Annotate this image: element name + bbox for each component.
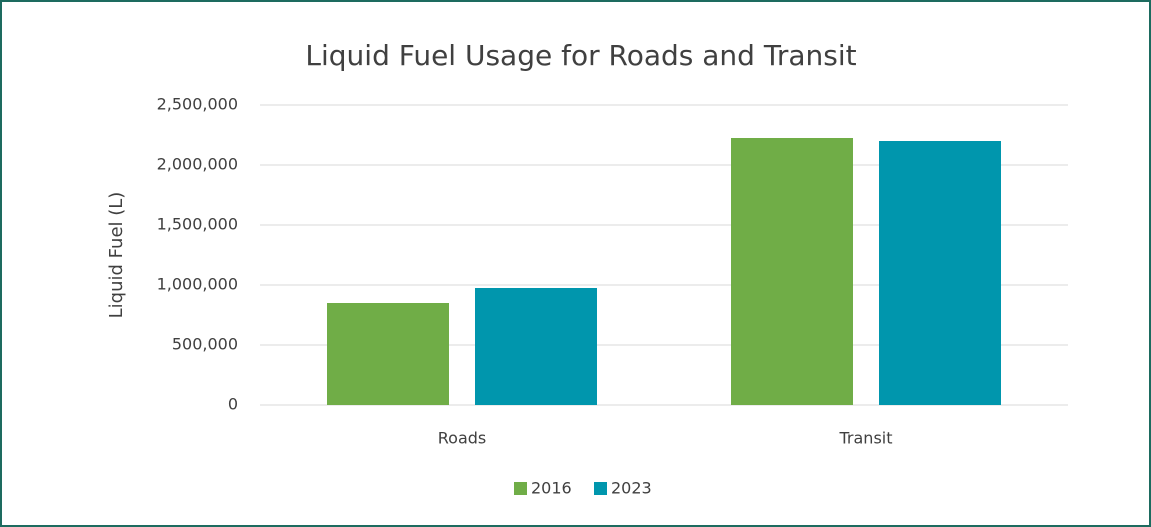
y-tick-label: 1,000,000 <box>157 275 238 294</box>
y-tick-label: 2,000,000 <box>157 155 238 174</box>
bar <box>327 303 449 405</box>
y-axis-label: Liquid Fuel (L) <box>106 192 127 319</box>
x-tick-label: Roads <box>438 429 486 448</box>
y-tick-label: 2,500,000 <box>157 95 238 114</box>
y-tick-label: 1,500,000 <box>157 215 238 234</box>
legend-label: 2016 <box>531 479 572 498</box>
legend-swatch <box>514 482 527 495</box>
x-tick-label: Transit <box>839 429 893 448</box>
bar <box>731 138 853 405</box>
bar <box>475 288 597 405</box>
bar <box>879 141 1001 405</box>
y-tick-label: 500,000 <box>172 335 238 354</box>
chart-title: Liquid Fuel Usage for Roads and Transit <box>305 39 856 72</box>
y-tick-label: 0 <box>228 395 238 414</box>
legend-label: 2023 <box>611 479 652 498</box>
legend-swatch <box>594 482 607 495</box>
